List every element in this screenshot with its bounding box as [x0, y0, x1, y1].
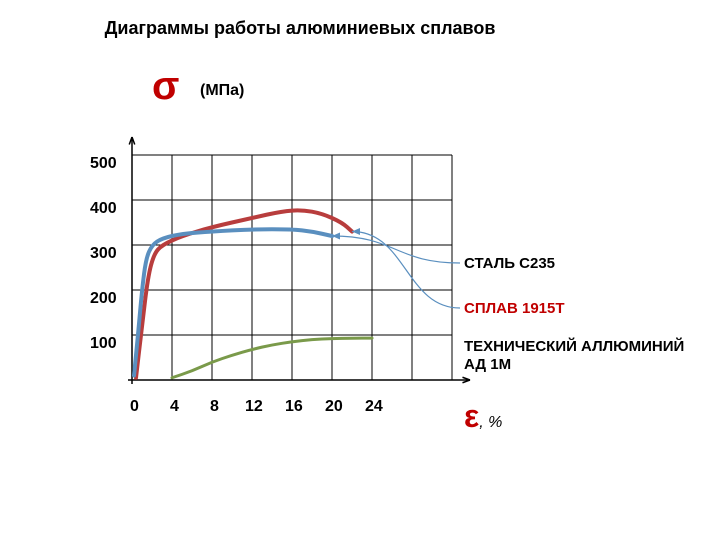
chart-plot-area: [0, 0, 720, 540]
